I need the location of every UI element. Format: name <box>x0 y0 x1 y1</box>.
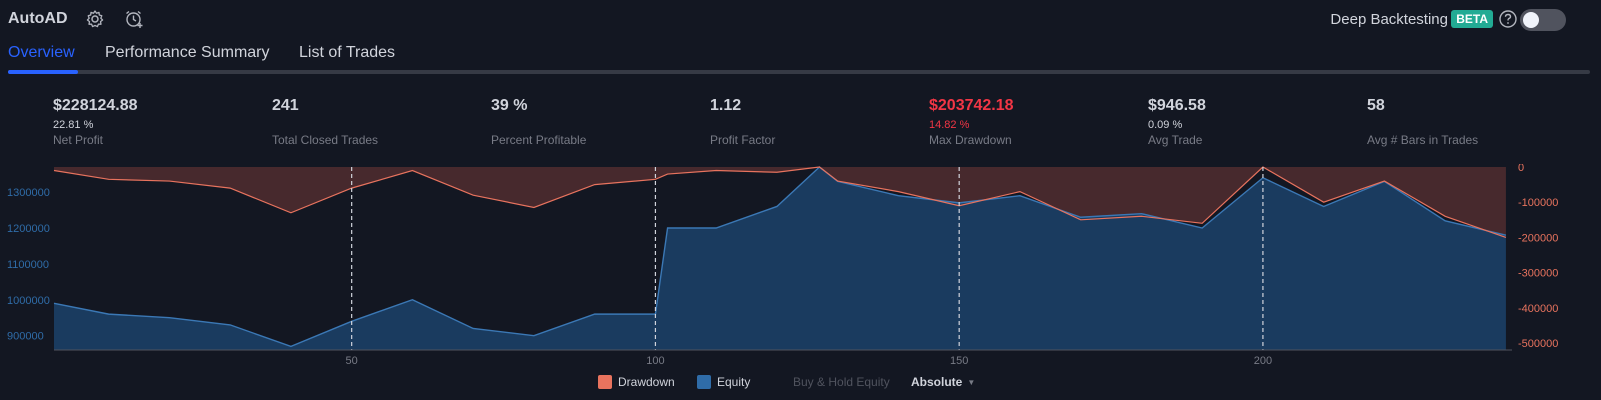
legend-buy-hold[interactable]: Buy & Hold Equity <box>793 375 890 389</box>
tab-bar: Overview Performance Summary List of Tra… <box>0 38 1601 76</box>
x-tick-label: 100 <box>646 355 664 364</box>
tab-overview[interactable]: Overview <box>8 44 75 61</box>
alarm-add-icon[interactable] <box>123 8 145 30</box>
metric-avg-bars: 58 Avg # Bars in Trades <box>1367 96 1577 148</box>
metric-label: Net Profit <box>53 133 104 147</box>
gear-icon[interactable] <box>84 8 106 30</box>
drawdown-area <box>54 167 1506 238</box>
metric-value: $203742.18 <box>929 97 1014 114</box>
legend-equity[interactable]: Equity <box>697 375 750 389</box>
drawdown-line <box>53 166 1507 238</box>
x-tick-label: 50 <box>346 355 358 364</box>
metric-value: 241 <box>272 97 299 114</box>
right-axis-tick: -500000 <box>1518 338 1558 350</box>
metric-label: Max Drawdown <box>929 133 1012 147</box>
metric-label: Profit Factor <box>710 133 776 147</box>
right-axis-tick: 0 <box>1518 164 1524 174</box>
metric-total-closed-trades: 241 Total Closed Trades <box>272 96 482 148</box>
right-axis-tick: -300000 <box>1518 268 1558 280</box>
top-bar: AutoAD Deep Backtesting BETA <box>0 0 1601 38</box>
strategy-title: AutoAD <box>8 10 68 27</box>
metric-value: 39 % <box>491 97 528 114</box>
metric-value: $946.58 <box>1148 97 1206 114</box>
left-axis-tick: 1100000 <box>7 259 49 271</box>
right-axis-tick: -100000 <box>1518 197 1558 209</box>
metric-max-drawdown: $203742.18 14.82 % Max Drawdown <box>929 96 1139 148</box>
x-tick-label: 150 <box>950 355 968 364</box>
tab-divider <box>8 70 1590 74</box>
x-tick-label: 200 <box>1254 355 1272 364</box>
metric-avg-trade: $946.58 0.09 % Avg Trade <box>1148 96 1358 148</box>
metric-net-profit: $228124.88 22.81 % Net Profit <box>53 96 263 148</box>
tab-list-of-trades[interactable]: List of Trades <box>299 44 396 61</box>
metric-percent: 0.09 % <box>1148 119 1183 131</box>
left-axis-tick: 1200000 <box>7 223 50 235</box>
legend-drawdown[interactable]: Drawdown <box>598 375 675 389</box>
deep-backtesting-toggle[interactable] <box>1520 9 1566 31</box>
metric-value: 58 <box>1367 97 1385 114</box>
chevron-down-icon: ▼ <box>967 377 976 387</box>
equity-swatch <box>697 375 711 389</box>
mode-dropdown[interactable]: Absolute ▼ <box>911 375 975 389</box>
legend-equity-label: Equity <box>717 375 751 389</box>
help-icon[interactable] <box>1498 9 1518 29</box>
metric-value: $228124.88 <box>53 97 138 114</box>
chart-legend: Drawdown Equity Buy & Hold Equity Absolu… <box>0 372 1601 394</box>
metrics-row: $228124.88 22.81 % Net Profit 241 Total … <box>0 96 1601 158</box>
right-axis-tick: -200000 <box>1518 232 1558 244</box>
metric-label: Percent Profitable <box>491 133 587 147</box>
metric-percent-profitable: 39 % Percent Profitable <box>491 96 701 148</box>
mode-label: Absolute <box>911 375 963 389</box>
right-axis-tick: -400000 <box>1518 303 1558 315</box>
left-axis-tick: 900000 <box>7 331 44 343</box>
metric-label: Avg # Bars in Trades <box>1367 133 1479 147</box>
toggle-knob <box>1523 12 1539 28</box>
active-tab-indicator <box>8 70 78 74</box>
equity-drawdown-chart[interactable]: 50 100 150 200 1300000 1200000 1100000 1000000 9… <box>0 164 1601 364</box>
metric-label: Total Closed Trades <box>272 133 379 147</box>
equity-line <box>53 166 1507 348</box>
metric-percent: 22.81 % <box>53 119 94 131</box>
metric-label: Avg Trade <box>1148 133 1203 147</box>
left-axis-tick: 1300000 <box>7 187 50 199</box>
metric-value: 1.12 <box>710 97 742 114</box>
drawdown-swatch <box>598 375 612 389</box>
legend-drawdown-label: Drawdown <box>618 375 675 389</box>
beta-badge: BETA <box>1451 10 1493 28</box>
equity-area <box>54 167 1506 350</box>
deep-backtesting-label: Deep Backtesting <box>1330 11 1448 28</box>
left-axis-tick: 1000000 <box>7 295 50 307</box>
metric-percent: 14.82 % <box>929 119 970 131</box>
tab-performance-summary[interactable]: Performance Summary <box>105 44 270 61</box>
metric-profit-factor: 1.12 Profit Factor <box>710 96 920 148</box>
